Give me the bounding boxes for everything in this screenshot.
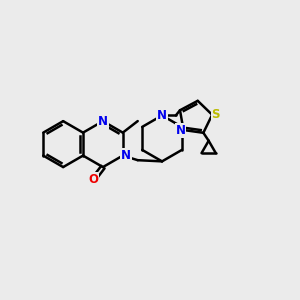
Text: N: N <box>121 149 131 162</box>
Text: S: S <box>212 108 220 121</box>
Text: N: N <box>176 124 185 137</box>
Text: N: N <box>157 109 167 122</box>
Text: N: N <box>98 115 108 128</box>
Text: O: O <box>88 173 98 186</box>
